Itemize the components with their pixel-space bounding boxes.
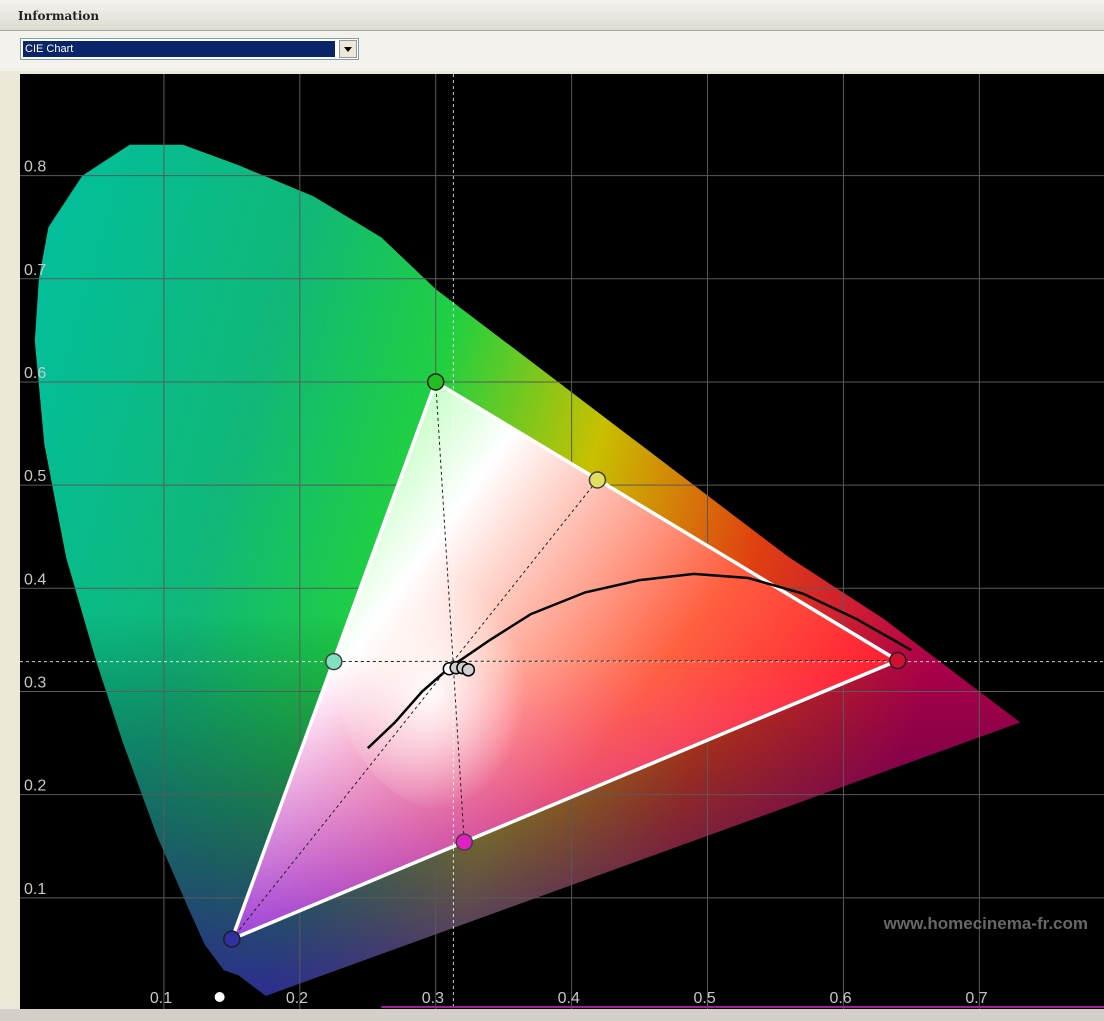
panel-header: Information	[0, 0, 1104, 31]
view-select[interactable]: CIE Chart	[20, 38, 359, 60]
x-tick-label: 0.5	[694, 990, 716, 1007]
view-select-button[interactable]	[339, 40, 357, 58]
y-tick-label: 0.1	[24, 881, 46, 898]
white-measurement-point	[461, 663, 476, 677]
x-tick-label: 0.2	[286, 990, 308, 1007]
y-tick-label: 0.6	[24, 365, 46, 382]
cie-chart-frame: 0.1 0.2 0.3 0.4 0.5 0.6 0.7 0.1 0.2 0.3 0.4 0.5 0.6 0…	[20, 74, 1104, 1009]
axis-marker	[214, 992, 225, 1002]
x-tick-label: 0.3	[422, 990, 444, 1007]
y-tick-label: 0.4	[24, 571, 46, 588]
bottom-bar	[0, 1009, 1104, 1021]
y-tick-label: 0.2	[24, 778, 46, 795]
y-tick-label: 0.8	[24, 159, 46, 176]
secondary-cyan-marker	[325, 652, 343, 671]
cie-chart: 0.1 0.2 0.3 0.4 0.5 0.6 0.7 0.1 0.2 0.3 0.4 0.5 0.6 0…	[20, 74, 1104, 1009]
blackbody-curve	[366, 572, 913, 750]
secondary-magenta-marker	[455, 833, 474, 851]
panel-title: Information	[18, 9, 100, 23]
primary-red-marker	[889, 651, 907, 670]
chevron-down-icon	[344, 47, 352, 52]
x-tick-label: 0.6	[829, 990, 851, 1007]
x-tick-label: 0.1	[150, 990, 172, 1007]
y-tick-label: 0.5	[24, 468, 46, 485]
watermark: www.homecinema-fr.com	[883, 914, 1088, 933]
target-line	[333, 660, 898, 663]
y-tick-label: 0.7	[24, 262, 46, 279]
y-tick-label: 0.3	[24, 674, 46, 691]
target-line	[231, 479, 598, 940]
x-tick-label: 0.4	[558, 990, 580, 1007]
view-select-value[interactable]: CIE Chart	[23, 41, 335, 57]
x-tick-label: 0.7	[965, 990, 987, 1007]
primary-green-marker	[426, 373, 445, 391]
primary-blue-marker	[223, 930, 241, 948]
target-line	[435, 381, 465, 843]
secondary-yellow-marker	[588, 471, 607, 489]
